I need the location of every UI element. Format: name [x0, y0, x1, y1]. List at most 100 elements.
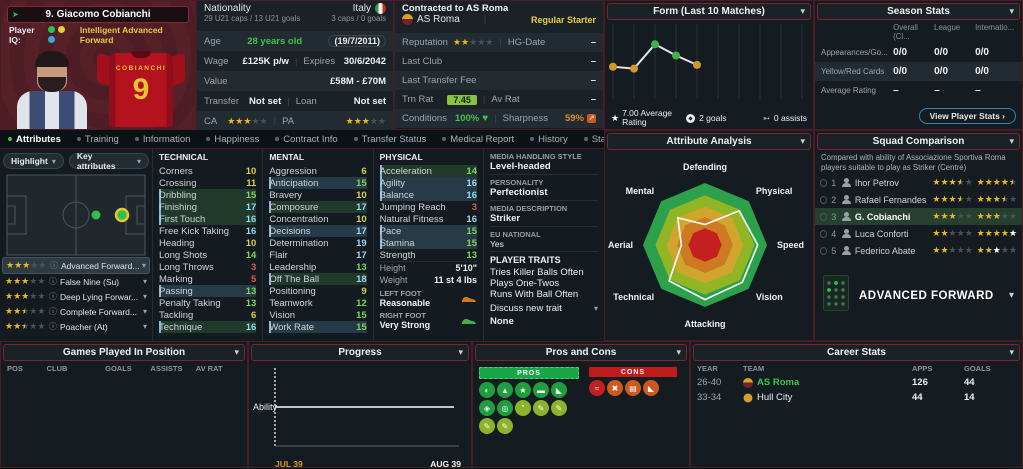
career-team[interactable]: AS Roma: [757, 377, 800, 388]
current-ability-stars: ★★★★★: [932, 194, 973, 205]
player-nav-arrow-icon[interactable]: ➤: [12, 10, 19, 19]
club-name[interactable]: AS Roma: [417, 14, 460, 25]
info-icon[interactable]: ⓘ: [49, 277, 57, 286]
player-style-label: Intelligent Advanced Forward: [79, 25, 163, 45]
player-photo: [9, 49, 95, 129]
chevron-down-icon: ▾: [1009, 136, 1014, 146]
attribute-name: Concentration: [269, 213, 329, 225]
attribute-name: Crossing: [159, 177, 197, 189]
current-ability-stars: ★★★★★: [932, 177, 973, 188]
career-apps: 44: [912, 392, 923, 403]
games-played-header[interactable]: Games Played In Position ▾: [3, 344, 245, 361]
tab-statistic[interactable]: Statistic: [576, 134, 604, 145]
attribute-group-header: MENTAL: [269, 152, 305, 162]
pros-cons-header[interactable]: Pros and Cons ▾: [475, 344, 687, 361]
role-row[interactable]: ★★★★★ ⓘ False Nine (Su) ▾: [2, 274, 150, 289]
potential-ability-stars: ★★★★★: [976, 211, 1018, 222]
squad-player-name[interactable]: Luca Conforti: [854, 228, 909, 239]
key-attributes-dropdown[interactable]: Key attributes ▾: [68, 151, 149, 171]
tab-contract-info[interactable]: Contract Info: [267, 134, 345, 145]
tab-happiness[interactable]: Happiness: [198, 134, 267, 145]
role-row[interactable]: ★★★★★ ⓘ Complete Forward... ▾: [2, 304, 150, 319]
reputation-label: Reputation: [402, 37, 448, 48]
squad-status[interactable]: Regular Starter: [530, 14, 596, 25]
chevron-down-icon[interactable]: ▾: [142, 277, 147, 286]
info-icon[interactable]: ⓘ: [49, 292, 57, 301]
attribute-name: Passing: [159, 285, 193, 297]
chevron-down-icon: ▾: [593, 304, 598, 313]
squad-player-name[interactable]: Federico Abate: [854, 245, 916, 256]
secondary-position-dot[interactable]: [91, 210, 101, 220]
primary-position-dot[interactable]: [114, 207, 130, 223]
radio-icon[interactable]: [820, 246, 828, 255]
season-stats-panel: Season Stats ▾ Overall (Cl... League Inter…: [814, 0, 1023, 130]
attribute-name: Strength: [379, 249, 416, 261]
radio-icon[interactable]: [820, 178, 828, 187]
tab-medical-report[interactable]: Medical Report: [434, 134, 522, 145]
role-row[interactable]: ★★★★★ ⓘ Deep Lying Forwar... ▾: [2, 289, 150, 304]
role-name: False Nine (Su): [60, 276, 120, 287]
report-icon: ✎: [497, 418, 513, 434]
role-selector[interactable]: ADVANCED FORWARD ▾: [823, 275, 1014, 316]
highlight-dropdown[interactable]: Highlight ▾: [3, 153, 64, 169]
squad-player-name[interactable]: G. Cobianchi: [854, 211, 911, 222]
player-name-bar[interactable]: ➤ 9. Giacomo Cobianchi: [7, 6, 189, 23]
view-player-stats-button[interactable]: View Player Stats ›: [918, 108, 1016, 124]
career-column-header: APPS: [912, 364, 933, 373]
pa-stars: ★★★★★: [345, 115, 386, 126]
attribute-analysis-header[interactable]: Attribute Analysis ▾: [607, 133, 811, 150]
pros-cons-title: Pros and Cons: [545, 347, 617, 358]
tab-information[interactable]: Information: [127, 134, 199, 145]
chevron-down-icon[interactable]: ▾: [142, 322, 147, 331]
squad-comparison-row[interactable]: 4 Luca Conforti ★★★★★ ★★★★★: [815, 225, 1022, 242]
player-shirt: COBIANCHI 9: [97, 49, 185, 129]
transfer-value[interactable]: Not set: [249, 95, 282, 107]
squad-player-name[interactable]: Ihor Petrov: [854, 177, 899, 188]
ca-stars: ★★★★★: [227, 115, 268, 126]
role-row[interactable]: ★★★★★ ⓘ Poacher (At) ▾: [2, 319, 150, 334]
radio-icon[interactable]: [820, 195, 828, 204]
chevron-down-icon[interactable]: ▾: [142, 292, 147, 301]
progress-header[interactable]: Progress ▾: [251, 344, 469, 361]
chevron-down-icon[interactable]: ▾: [141, 261, 146, 270]
form-panel-header[interactable]: Form (Last 10 Matches) ▾: [607, 3, 811, 20]
radio-icon[interactable]: [820, 212, 828, 221]
attribute-row: Penalty Taking 13: [159, 297, 256, 309]
report-icon: ✎: [479, 418, 495, 434]
radio-icon[interactable]: [820, 229, 828, 238]
discuss-new-trait[interactable]: Discuss new trait ▾: [490, 303, 598, 314]
attribute-row: Dribbling 15: [159, 189, 257, 201]
chevron-down-icon[interactable]: ▾: [142, 307, 147, 316]
attribute-row: Work Rate 15: [269, 321, 367, 333]
squad-comparison-row[interactable]: 3 G. Cobianchi ★★★★★ ★★★★★: [815, 208, 1022, 226]
tab-training[interactable]: Training: [69, 134, 127, 145]
info-icon[interactable]: ⓘ: [50, 261, 58, 270]
nationality-value[interactable]: Italy: [352, 3, 371, 14]
loan-value[interactable]: Not set: [353, 95, 386, 107]
career-stats-row[interactable]: 26-40 AS Roma 126 44: [691, 375, 1022, 390]
info-icon[interactable]: ⓘ: [49, 322, 57, 331]
conditions-label: Conditions: [402, 113, 447, 124]
career-stats-header[interactable]: Career Stats ▾: [693, 344, 1020, 361]
role-row[interactable]: ★★★★★ ⓘ Advanced Forward... ▾: [2, 257, 150, 274]
player-avatar-icon: [841, 212, 851, 222]
tab-transfer-status[interactable]: Transfer Status: [346, 134, 435, 145]
squad-comparison-row[interactable]: 1 Ihor Petrov ★★★★★ ★★★★★: [815, 174, 1022, 191]
physical-attributes-column: PHYSICAL Acceleration 14 Agility 16 Bala…: [374, 149, 484, 342]
career-team[interactable]: Hull City: [757, 392, 793, 403]
info-icon[interactable]: ⓘ: [49, 307, 57, 316]
attribute-value: 10: [356, 189, 367, 201]
squad-comparison-row[interactable]: 5 Federico Abate ★★★★★ ★★★★★: [815, 242, 1022, 259]
attribute-name: Decisions: [269, 225, 311, 237]
tab-history[interactable]: History: [522, 134, 576, 145]
tab-attributes[interactable]: Attributes: [0, 134, 69, 145]
career-stats-row[interactable]: 33-34 Hull City 44 14: [691, 390, 1022, 405]
season-stats-header[interactable]: Season Stats ▾: [817, 3, 1020, 20]
attribute-name: Work Rate: [269, 321, 315, 333]
squad-comparison-row[interactable]: 2 Rafael Fernandes ★★★★★ ★★★★★: [815, 191, 1022, 208]
personality-label: PERSONALITY: [489, 178, 544, 187]
attribute-name: Finishing: [159, 201, 198, 213]
squad-player-name[interactable]: Rafael Fernandes: [854, 194, 927, 205]
squad-comparison-header[interactable]: Squad Comparison ▾: [817, 133, 1020, 150]
last-fee-value: –: [590, 75, 596, 86]
